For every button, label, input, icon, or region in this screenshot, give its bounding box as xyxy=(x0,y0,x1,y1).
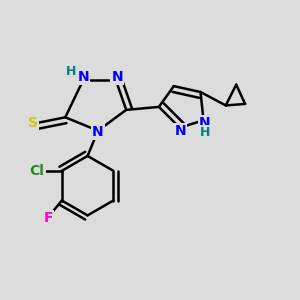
Text: H: H xyxy=(200,126,210,139)
Text: F: F xyxy=(44,212,53,225)
Text: N: N xyxy=(92,125,104,139)
Text: N: N xyxy=(199,116,211,130)
Text: N: N xyxy=(112,70,123,84)
Text: N: N xyxy=(175,124,186,138)
Text: S: S xyxy=(28,116,38,130)
Text: H: H xyxy=(65,65,76,78)
Text: Cl: Cl xyxy=(30,164,45,178)
Text: N: N xyxy=(77,70,89,84)
